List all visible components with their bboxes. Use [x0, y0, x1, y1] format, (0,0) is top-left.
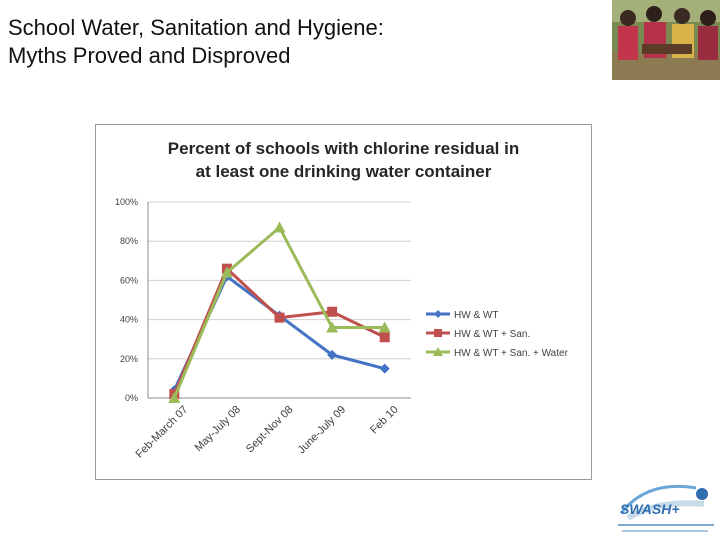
chart-title-line-2: at least one drinking water container [195, 162, 492, 181]
y-tick-label: 80% [120, 236, 138, 246]
legend-marker [433, 347, 443, 356]
y-tick-label: 60% [120, 275, 138, 285]
data-point-triangle [168, 392, 181, 403]
legend-label: HW & WT + San. + Water [454, 348, 569, 359]
slide-title: School Water, Sanitation and Hygiene: My… [8, 14, 588, 70]
legend-marker [434, 329, 442, 337]
legend-marker [434, 310, 442, 318]
chart-title-line-1: Percent of schools with chlorine residua… [167, 139, 520, 158]
legend-label: HW & WT + San. [454, 329, 530, 340]
y-tick-label: 20% [120, 354, 138, 364]
x-tick-label: May-July 08 [193, 404, 243, 454]
data-point-triangle [378, 321, 391, 333]
data-point-square [274, 312, 285, 323]
y-tick-label: 0% [125, 393, 138, 403]
x-tick-label: June-July 09 [296, 404, 349, 457]
data-point-square [379, 332, 390, 343]
data-point-square [327, 306, 338, 317]
data-point-triangle [326, 321, 339, 333]
slide-title-line-2: Myths Proved and Disproved [8, 43, 291, 68]
line-chart: 0% 20% 40% 60% 80% 100% Feb-March 07 May-July 0… [115, 197, 569, 461]
data-point-triangle [273, 221, 286, 233]
slide-title-line-1: School Water, Sanitation and Hygiene: [8, 15, 384, 40]
swash-logo: SWASH+ [608, 474, 720, 540]
legend-label: HW & WT [454, 310, 498, 321]
x-tick-label: Feb 10 [368, 404, 401, 437]
data-point-triangle [220, 266, 233, 278]
x-tick-label: Sept-Nov 08 [244, 404, 296, 456]
data-point-diamond [379, 363, 390, 374]
x-tick-label: Feb-March 07 [134, 404, 191, 461]
children-photo [612, 0, 720, 80]
y-tick-label: 40% [120, 315, 138, 325]
y-tick-label: 100% [115, 197, 138, 207]
chart-panel: Percent of schools with chlorine residua… [95, 124, 592, 480]
data-point-diamond [327, 349, 338, 360]
logo-text: SWASH+ [620, 501, 680, 517]
chart-title: Percent of schools with chlorine residua… [96, 137, 591, 183]
series-line-1 [172, 274, 386, 391]
series-line-2 [172, 267, 386, 395]
